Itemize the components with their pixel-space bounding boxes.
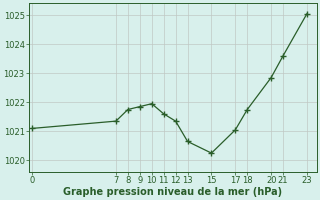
X-axis label: Graphe pression niveau de la mer (hPa): Graphe pression niveau de la mer (hPa)	[63, 187, 282, 197]
